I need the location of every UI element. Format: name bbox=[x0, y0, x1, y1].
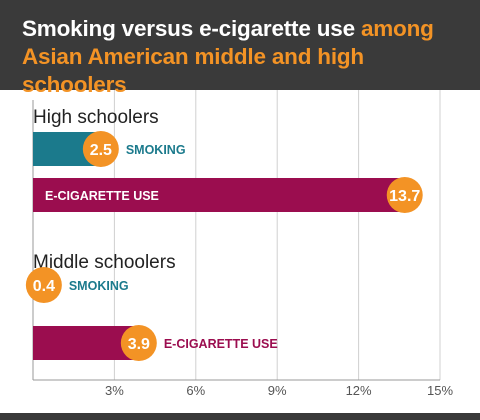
title-accent-2: Asian American middle and high schoolers bbox=[22, 44, 364, 97]
group-label-0: High schoolers bbox=[33, 107, 159, 128]
value-badge-smoking-0 bbox=[82, 131, 119, 167]
chart-title: Smoking versus e-cigarette use among Asi… bbox=[22, 15, 472, 99]
value-label-ecig-1: 3.9 bbox=[128, 336, 150, 353]
bar-ecig-0 bbox=[33, 178, 405, 212]
value-badge-smoking-1 bbox=[25, 267, 62, 303]
x-tick-label-3: 3% bbox=[105, 383, 124, 398]
value-badge-ecig-0 bbox=[386, 177, 423, 213]
value-label-smoking-1: 0.4 bbox=[33, 278, 55, 295]
bar-chart: 3% 6% 9% 12% 15% High schoolers 2.5 SMOKING 13.7… bbox=[25, 90, 453, 398]
x-tick-label-12: 12% bbox=[346, 383, 372, 398]
value-badge-ecig-1 bbox=[120, 325, 157, 361]
x-tick-label-6: 6% bbox=[186, 383, 205, 398]
bar-label-smoking-0: SMOKING bbox=[126, 143, 186, 157]
group-label-1: Middle schoolers bbox=[33, 252, 176, 273]
title-accent-1: among bbox=[360, 16, 434, 41]
title-part-1: Smoking versus e-cigarette use bbox=[22, 16, 361, 41]
bar-label-ecig-1: E-CIGARETTE USE bbox=[164, 337, 278, 351]
chart-area: 3% 6% 9% 12% 15% High schoolers 2.5 SMOKING 13.7… bbox=[0, 90, 480, 420]
bar-label-smoking-1: SMOKING bbox=[69, 279, 129, 293]
chart-header: Smoking versus e-cigarette use among Asi… bbox=[0, 0, 480, 97]
value-label-ecig-0: 13.7 bbox=[389, 188, 420, 205]
x-tick-label-15: 15% bbox=[427, 383, 453, 398]
x-tick-label-9: 9% bbox=[268, 383, 287, 398]
footer-bar bbox=[0, 413, 480, 420]
bar-label-ecig-0: E-CIGARETTE USE bbox=[45, 189, 159, 203]
value-label-smoking-0: 2.5 bbox=[90, 142, 112, 159]
